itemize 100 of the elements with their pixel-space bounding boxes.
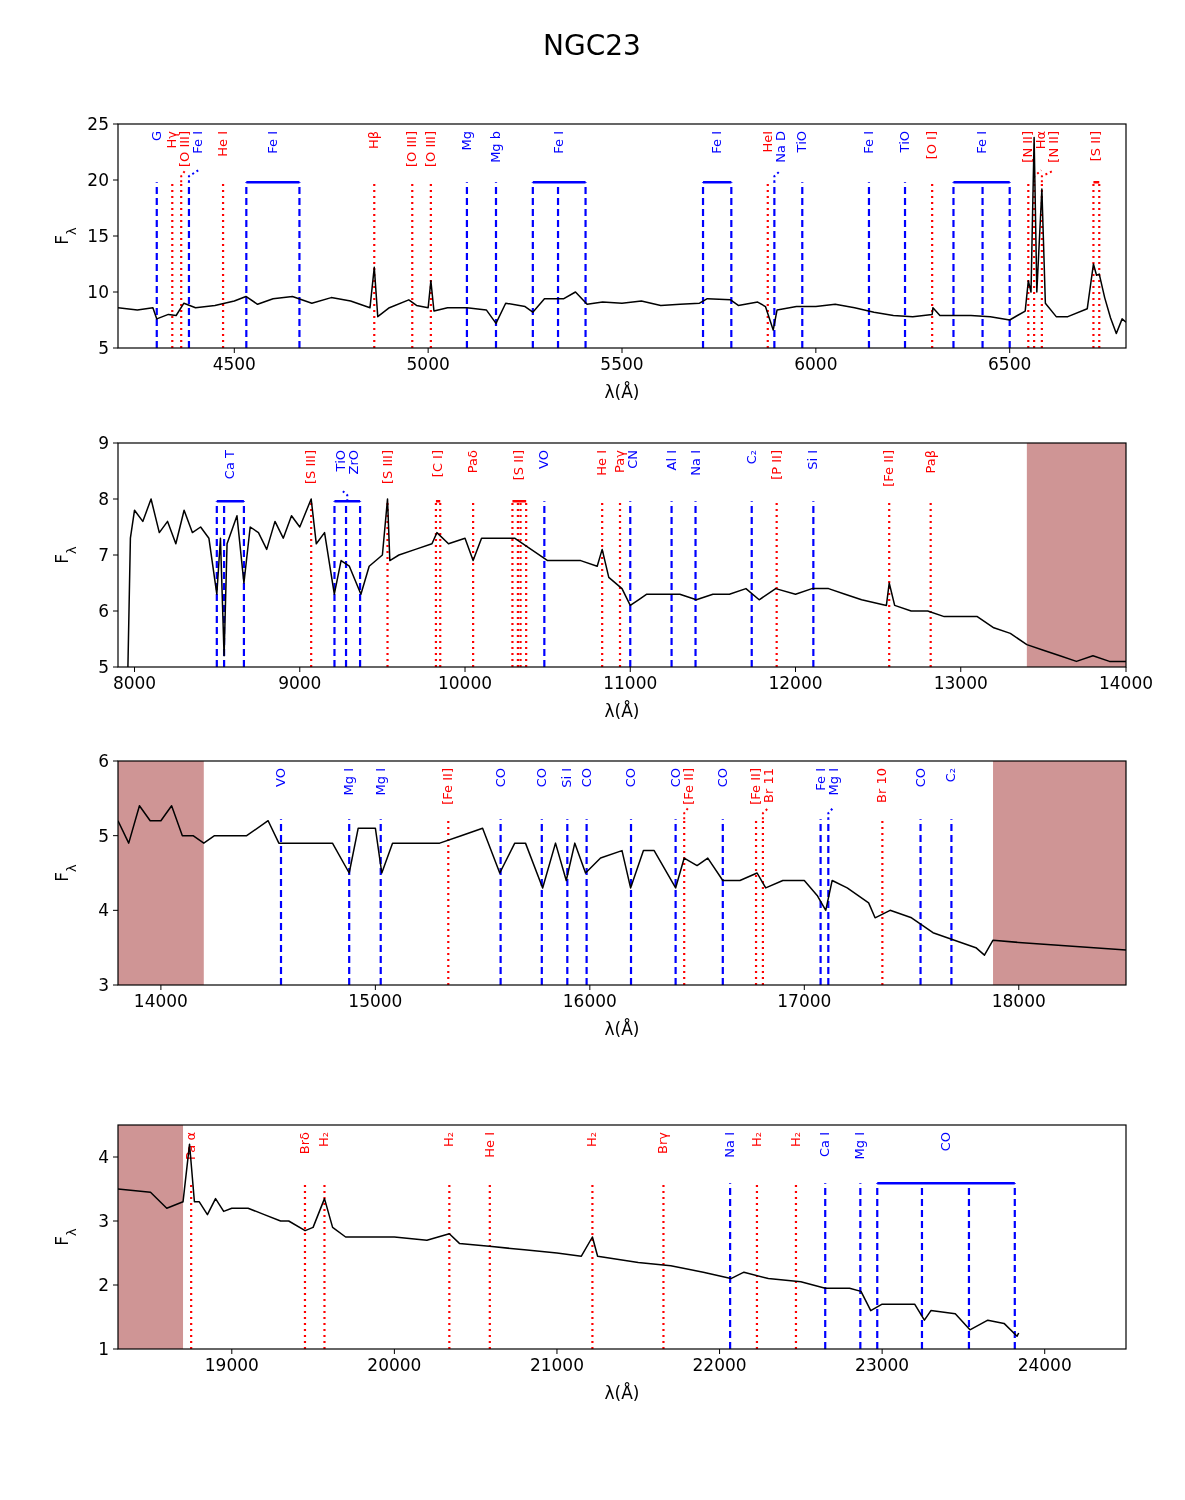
x-tick-label: 19000	[204, 1355, 259, 1375]
x-tick-label: 23000	[855, 1355, 910, 1375]
ref-line-label: Fe I	[551, 131, 567, 154]
chart-title: NGC23	[543, 29, 641, 62]
ref-line-label: He I	[481, 1132, 497, 1158]
ref-line-label: CO	[578, 768, 594, 788]
x-tick-label: 16000	[562, 991, 617, 1011]
x-tick-label: 18000	[991, 991, 1046, 1011]
y-tick-label: 4	[98, 900, 109, 921]
ref-line-label: HeI	[759, 131, 775, 153]
y-tick-label: 25	[87, 114, 109, 134]
ref-line-label: [Fe II]	[748, 768, 764, 805]
x-tick-label: 11000	[603, 673, 658, 693]
x-tick-label: 5500	[600, 354, 644, 374]
ref-line-label: Fe I	[264, 131, 280, 154]
ref-line-label: Mg	[458, 131, 474, 151]
y-tick-label: 3	[98, 975, 109, 995]
ref-line-label: CO	[938, 1132, 954, 1152]
y-tick-label: 9	[98, 433, 109, 453]
x-tick-label: 24000	[1017, 1355, 1072, 1375]
ref-line-label: H₂	[787, 1132, 803, 1147]
y-tick-label: 15	[87, 226, 109, 246]
ref-line-label: Na I	[722, 1132, 738, 1158]
ref-line-label: [Fe II]	[440, 768, 456, 805]
ref-line-label: [Fe II]	[881, 450, 897, 487]
y-tick-label: 20	[87, 170, 109, 190]
ref-line-label: CO	[533, 768, 549, 788]
ref-line-label: [P II]	[768, 450, 784, 480]
ref-line-label: Br 10	[874, 768, 890, 803]
ref-line-label: CO	[623, 768, 639, 788]
x-tick-label: 22000	[692, 1355, 747, 1375]
x-tick-label: 14000	[1098, 673, 1154, 693]
ref-line-label: Ca I	[817, 1132, 833, 1158]
ref-line-label: C₂	[943, 768, 959, 783]
ref-line-label: [S III]	[379, 450, 395, 485]
ref-line-label: Fe I	[860, 131, 876, 154]
ref-line-label: Brδ	[296, 1131, 312, 1155]
ref-line-label: TiO	[897, 131, 913, 154]
y-tick-label: 7	[98, 545, 109, 565]
ref-line-label: [O III]	[422, 131, 438, 168]
y-tick-label: 8	[98, 489, 109, 509]
x-axis-title: λ(Å)	[604, 1018, 640, 1039]
ref-line-label: Fe I	[812, 768, 828, 791]
y-tick-label: 4	[98, 1147, 109, 1167]
y-tick-label: 3	[98, 1211, 109, 1231]
x-tick-label: 12000	[768, 673, 823, 693]
y-tick-label: 6	[98, 601, 109, 621]
x-tick-label: 8000	[112, 673, 157, 693]
y-tick-label: 10	[87, 282, 109, 302]
x-tick-label: 13000	[933, 673, 988, 693]
ref-line-label: H₂	[441, 1132, 457, 1147]
ref-line-label: CO	[912, 768, 928, 788]
x-tick-label: 4500	[212, 354, 256, 374]
ref-line-label: Hα	[1033, 131, 1049, 150]
ref-line-label: TiO	[794, 131, 810, 154]
y-tick-label: 5	[98, 338, 109, 358]
ref-line-label: [Fe II]	[680, 768, 696, 805]
ref-line-label: CN	[625, 450, 641, 469]
ref-line-label: Brγ	[655, 1131, 671, 1154]
x-tick-label: 17000	[777, 991, 832, 1011]
ref-line-label: VO	[536, 450, 552, 469]
ref-line-label: Na D	[772, 131, 788, 163]
ref-line-label: CO	[667, 768, 683, 788]
ref-line-label: He I	[215, 131, 231, 157]
ref-line-label: Br 11	[761, 768, 777, 803]
y-tick-label: 5	[98, 825, 109, 846]
ref-line-label: H₂	[584, 1132, 600, 1147]
ref-line-label: Hγ	[164, 130, 180, 149]
ref-line-label: [S II]	[511, 450, 527, 481]
ref-line-label: [S II]	[1088, 131, 1104, 162]
ref-line-label: [C I]	[430, 450, 446, 478]
ref-line-label: [O III]	[404, 131, 420, 168]
ref-line-label: CO	[714, 768, 730, 788]
ref-line-label: Fe I	[709, 131, 725, 154]
ref-line-label: G	[148, 131, 164, 142]
ref-line-label: [N II]	[1020, 131, 1036, 163]
x-tick-label: 21000	[529, 1355, 585, 1375]
ref-line-label: Fe I	[190, 131, 206, 154]
x-tick-label: 5000	[406, 354, 450, 374]
x-tick-label: 6000	[794, 354, 838, 374]
ref-line-label: Mg I	[825, 768, 841, 796]
ref-line-label: Paβ	[922, 450, 938, 474]
x-tick-label: 15000	[348, 991, 403, 1011]
x-axis-title: λ(Å)	[604, 700, 640, 721]
ref-line-label: TiO ZrO	[332, 450, 361, 475]
ref-line-label: Paδ	[465, 449, 481, 474]
ref-line-label: Na I	[687, 450, 703, 476]
ref-line-label: He I	[594, 450, 610, 476]
ref-line-label: [S III]	[303, 450, 319, 485]
ref-line-label: CO	[492, 768, 508, 788]
ref-line-label: H₂	[748, 1132, 764, 1147]
ref-line-label: Al I	[663, 450, 679, 471]
ref-line-label: [O I]	[924, 131, 940, 160]
ref-line-label: C₂	[743, 450, 759, 465]
x-tick-label: 10000	[437, 673, 493, 693]
ref-line-label: Hβ	[366, 131, 382, 150]
ref-line-label: Mg b	[488, 131, 503, 163]
x-tick-label: 20000	[367, 1355, 422, 1375]
ref-line-label: Ca T	[222, 449, 238, 480]
ref-line-label: Si I	[559, 768, 575, 788]
